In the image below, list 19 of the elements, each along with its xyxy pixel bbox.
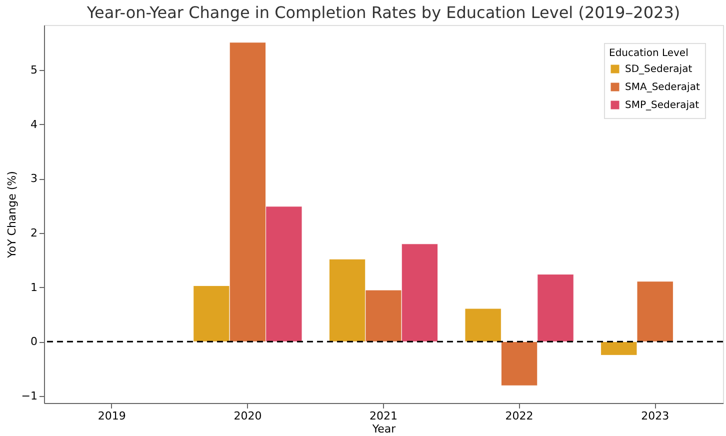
y-tick-label: 5 [30,64,38,77]
legend-label: SMA_Sederajat [625,82,700,93]
y-axis-title: YoY Change (%) [5,171,18,259]
y-tick-label: 2 [30,226,38,240]
x-tick-label: 2019 [98,410,126,422]
x-tick-label: 2023 [641,410,670,422]
legend-label: SD_Sederajat [625,64,692,75]
chart-title: Year-on-Year Change in Completion Rates by Education Level (2019–2023) [86,3,680,22]
x-tick-label: 2022 [505,410,534,422]
y-tick-label: 0 [30,335,38,348]
legend-label: SMP_Sederajat [625,100,700,111]
x-tick-label: 2021 [370,410,398,422]
y-tick-label: 4 [30,118,38,131]
x-axis-title: Year [371,422,396,436]
y-tick-label: 1 [30,280,38,294]
legend-title: Education Level [609,48,688,59]
y-tick-label: −1 [21,389,38,402]
y-tick-label: 3 [30,172,38,186]
x-tick-label: 2020 [234,410,262,422]
